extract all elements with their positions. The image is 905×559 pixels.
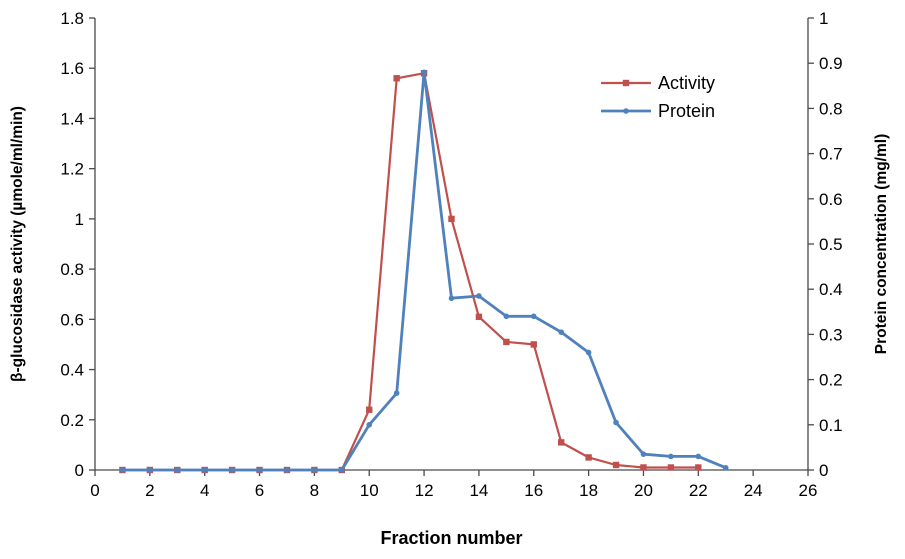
series-protein <box>119 69 729 473</box>
x-tick-label: 8 <box>310 481 319 500</box>
data-point-marker <box>722 464 729 471</box>
y-right-tick-label: 0.3 <box>819 325 843 344</box>
y-right-tick-label: 1 <box>819 9 828 28</box>
x-tick-label: 6 <box>255 481 264 500</box>
data-point-marker <box>640 464 647 471</box>
data-point-marker <box>147 467 153 473</box>
data-point-marker <box>503 338 510 346</box>
x-tick-label: 14 <box>469 481 488 500</box>
legend: Activity Protein <box>601 73 715 121</box>
y-left-tick-label: 1 <box>75 210 84 229</box>
x-tick-label: 2 <box>145 481 154 500</box>
y-left-tick-label: 0.8 <box>60 260 84 279</box>
y-left-tick-label: 0.4 <box>60 361 84 380</box>
data-point-marker <box>475 313 483 321</box>
data-point-marker <box>585 454 592 461</box>
data-point-marker <box>558 329 564 335</box>
data-point-marker <box>339 467 345 473</box>
data-point-marker <box>284 467 290 473</box>
data-point-marker <box>256 467 263 473</box>
data-point-marker <box>366 406 373 413</box>
y-right-tick-label: 0.7 <box>819 145 843 164</box>
x-tick-label: 4 <box>200 481 209 500</box>
y-axis-left: 0 0.2 0.4 0.6 0.8 1 1.2 1.4 1.6 1.8 <box>60 9 95 480</box>
data-point-marker <box>557 439 565 446</box>
data-point-marker <box>613 419 619 426</box>
y-right-tick-label: 0.1 <box>819 416 843 435</box>
y-left-tick-label: 1.4 <box>60 109 84 128</box>
y-axis-right-title: Protein concentration (mg/ml) <box>873 134 890 354</box>
x-tick-label: 24 <box>744 481 763 500</box>
data-point-marker <box>393 390 400 396</box>
data-point-marker <box>393 75 400 82</box>
y-left-tick-label: 1.6 <box>60 59 84 78</box>
data-point-marker <box>623 108 629 114</box>
y-left-tick-label: 1.8 <box>60 9 84 28</box>
y-right-tick-label: 0.8 <box>819 99 843 118</box>
data-point-marker <box>530 313 537 320</box>
data-point-marker <box>667 464 675 471</box>
y-right-tick-label: 0.2 <box>819 371 843 390</box>
y-right-tick-label: 0.6 <box>819 190 843 209</box>
x-tick-label: 20 <box>634 481 653 500</box>
y-left-tick-label: 0.2 <box>60 411 84 430</box>
y-right-tick-label: 0 <box>819 461 828 480</box>
data-point-marker <box>503 313 510 320</box>
data-point-marker <box>174 467 181 473</box>
data-point-marker <box>119 467 126 473</box>
data-point-marker <box>695 453 702 460</box>
x-tick-label: 12 <box>415 481 434 500</box>
y-left-tick-label: 1.2 <box>60 160 84 179</box>
data-point-marker <box>448 295 455 302</box>
x-tick-label: 10 <box>360 481 379 500</box>
data-point-marker <box>448 215 455 223</box>
data-point-marker <box>421 69 427 76</box>
data-point-marker <box>695 464 702 471</box>
legend-label-activity: Activity <box>658 73 715 93</box>
y-right-tick-label: 0.5 <box>819 235 843 254</box>
y-axis-left-title: β-glucosidase activity (µmole/ml/min) <box>9 106 26 382</box>
x-tick-label: 18 <box>579 481 598 500</box>
data-point-marker <box>476 293 482 299</box>
data-point-marker <box>311 467 318 473</box>
data-point-marker <box>530 341 537 348</box>
y-axis-right: 0 0.1 0.2 0.3 0.4 0.5 0.6 0.7 0.8 0.9 1 <box>808 9 843 480</box>
x-axis-title: Fraction number <box>380 528 522 548</box>
x-tick-label: 22 <box>689 481 708 500</box>
data-point-marker <box>622 79 630 87</box>
data-point-marker <box>201 467 208 473</box>
data-point-marker <box>612 461 620 469</box>
data-point-marker <box>668 453 674 460</box>
x-axis: 0 2 4 6 8 10 12 14 16 18 20 22 24 26 <box>90 470 817 500</box>
data-point-marker <box>640 451 647 457</box>
x-tick-label: 0 <box>90 481 99 500</box>
data-point-marker <box>229 467 235 473</box>
y-right-tick-label: 0.4 <box>819 280 843 299</box>
y-left-tick-label: 0.6 <box>60 310 84 329</box>
y-right-tick-label: 0.9 <box>819 54 843 73</box>
x-tick-label: 16 <box>524 481 543 500</box>
legend-label-protein: Protein <box>658 101 715 121</box>
y-left-tick-label: 0 <box>75 461 84 480</box>
data-point-marker <box>366 422 373 428</box>
x-tick-label: 26 <box>799 481 818 500</box>
data-point-marker <box>585 349 592 356</box>
